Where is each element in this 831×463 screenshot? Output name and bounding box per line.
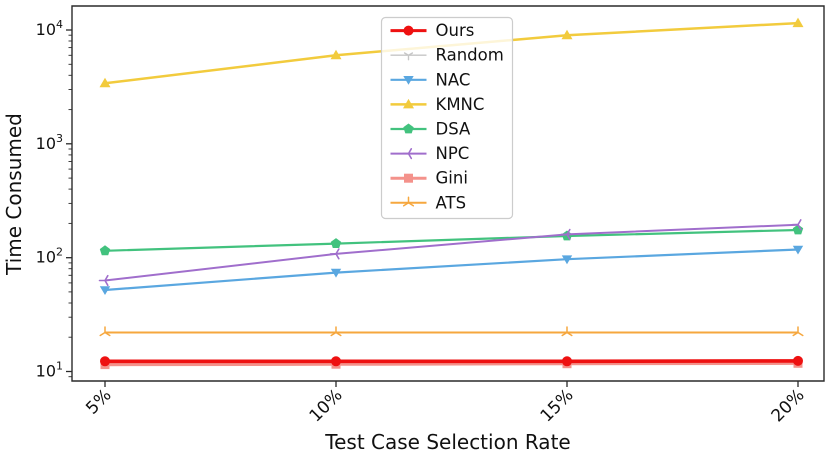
x-tick-label: 5%	[82, 385, 115, 418]
y-tick-label: 101	[36, 360, 63, 381]
legend-label-gini: Gini	[436, 169, 468, 188]
circle-icon	[562, 356, 572, 367]
legend-item-ats: ATS	[390, 193, 467, 212]
legend-label-npc: NPC	[436, 144, 470, 163]
tri-left-icon	[402, 148, 413, 160]
star-icon	[792, 326, 804, 337]
series-npc-line	[104, 223, 799, 282]
series-nac	[99, 245, 804, 295]
x-axis-label: Test Case Selection Rate	[324, 430, 570, 454]
circle-icon	[793, 355, 803, 366]
x-tick-label: 10%	[306, 385, 347, 426]
legend-frame	[380, 16, 514, 220]
star-icon	[99, 326, 111, 337]
pentagon-icon	[99, 245, 111, 256]
series-gini-line	[104, 361, 799, 367]
plot-border	[71, 5, 825, 382]
y-axis-label: Time Consumed	[2, 113, 26, 276]
pentagon-icon	[403, 123, 414, 134]
series-npc	[98, 219, 802, 287]
circle-icon	[100, 356, 110, 367]
legend-item-kmnc: KMNC	[390, 95, 485, 114]
triangle-down-icon	[792, 245, 804, 255]
legend-label-random: Random	[436, 46, 504, 65]
legend-item-ours: Ours	[390, 21, 475, 40]
tri-left-icon	[98, 274, 109, 287]
triangle-up-icon	[792, 17, 804, 28]
tri-left-icon	[560, 228, 571, 240]
legend-label-dsa: DSA	[436, 120, 471, 139]
triangle-down-icon	[330, 268, 342, 278]
square-icon	[404, 173, 413, 183]
legend-item-random: Random	[390, 46, 504, 65]
plot-layer	[98, 17, 804, 370]
legend-label-nac: NAC	[436, 70, 471, 89]
legend-label-ats: ATS	[436, 193, 467, 212]
triangle-down-icon	[561, 255, 573, 265]
tri-left-icon	[791, 219, 802, 231]
x-tick-label: 15%	[537, 385, 578, 426]
legend-item-gini: Gini	[390, 169, 468, 188]
triangle-up-icon	[403, 98, 414, 109]
series-nac-line	[104, 248, 799, 292]
circle-icon	[403, 25, 414, 36]
series-dsa-line	[104, 228, 799, 252]
tri-left-icon	[329, 248, 340, 260]
tri-down-icon	[403, 52, 414, 61]
pentagon-icon	[792, 224, 804, 235]
x-tick-label: 20%	[768, 385, 809, 426]
y-tick-label: 103	[36, 132, 63, 153]
y-tick-label: 102	[36, 246, 63, 267]
star-icon	[402, 196, 415, 207]
legend: Ours Random NAC KMNC DSA NPC Gini ATS	[380, 16, 514, 220]
pentagon-icon	[330, 238, 342, 248]
star-icon	[330, 326, 342, 337]
triangle-up-icon	[99, 77, 111, 88]
legend-label-ours: Ours	[436, 21, 475, 40]
star-icon	[561, 326, 573, 337]
y-tick-label: 104	[36, 18, 63, 39]
legend-item-npc: NPC	[390, 144, 470, 163]
triangle-up-icon	[561, 29, 573, 40]
legend-item-nac: NAC	[390, 70, 471, 89]
legend-label-kmnc: KMNC	[436, 95, 485, 114]
triangle-down-icon	[99, 286, 111, 295]
series-ours	[100, 355, 803, 367]
triangle-down-icon	[403, 76, 414, 85]
series-ats	[99, 326, 804, 337]
triangle-up-icon	[330, 49, 342, 60]
circle-icon	[331, 356, 341, 367]
legend-item-dsa: DSA	[390, 120, 471, 139]
